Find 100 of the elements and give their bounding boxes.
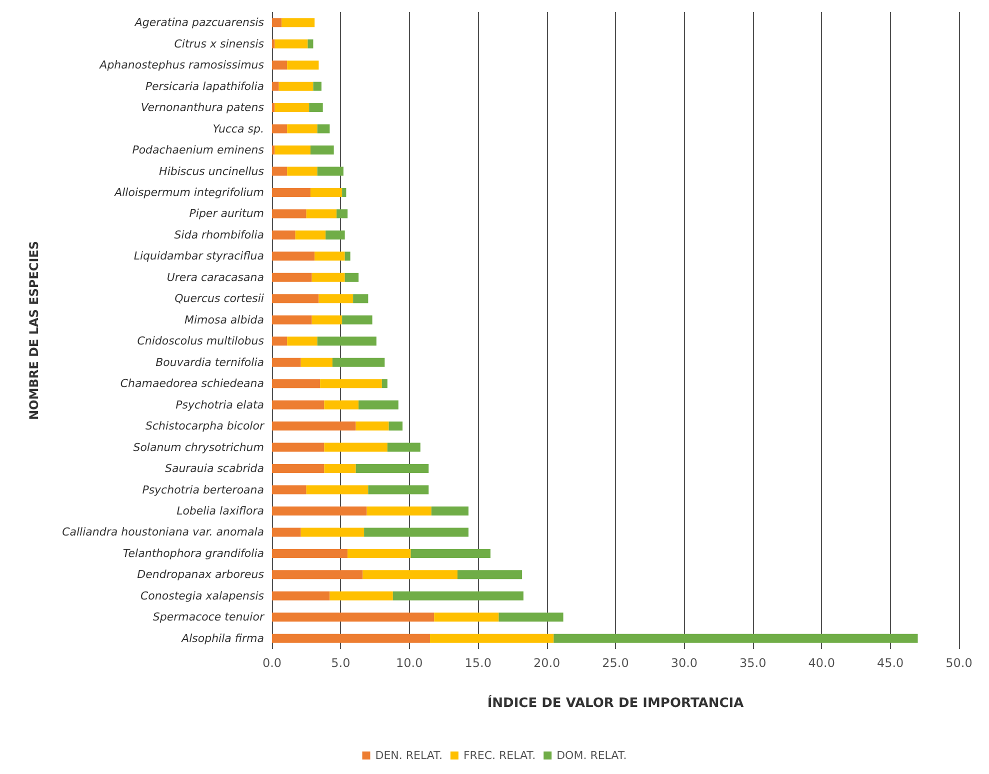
bar	[362, 570, 458, 580]
bar	[326, 230, 345, 240]
y-tick-label: Calliandra houstoniana var. anomala	[62, 526, 264, 539]
bar	[430, 634, 554, 643]
bar	[324, 400, 359, 410]
bar	[287, 336, 318, 346]
bar	[282, 18, 315, 28]
bar	[287, 166, 318, 176]
bar	[295, 230, 326, 240]
bar	[272, 422, 356, 431]
bar	[272, 358, 301, 367]
bar	[392, 591, 524, 600]
bar	[457, 570, 522, 580]
bar	[324, 442, 388, 452]
x-tick-label: 45.0	[876, 656, 904, 670]
bar	[317, 336, 376, 346]
y-tick-label: Citrus x sinensis	[174, 37, 264, 50]
bar	[306, 485, 368, 494]
y-tick-label: Vernonanthura patens	[140, 101, 264, 114]
y-tick-label: Mimosa albida	[184, 313, 264, 326]
bar	[272, 188, 310, 197]
bar	[272, 18, 282, 28]
y-tick-label: Conostegia xalapensis	[140, 589, 264, 602]
bar	[356, 422, 389, 431]
bar	[342, 188, 346, 197]
bar	[348, 548, 411, 558]
bar	[317, 166, 344, 176]
bar	[272, 548, 348, 558]
bar	[272, 166, 288, 176]
y-tick-label: Schistocarpha bicolor	[146, 420, 266, 433]
bar	[308, 39, 314, 48]
y-tick-label: Psychotria elata	[176, 398, 264, 412]
x-tick-label: 5.0	[331, 656, 350, 670]
bar	[324, 464, 356, 474]
bar	[272, 570, 363, 580]
y-tick-label: Alloispermum integrifolium	[114, 186, 264, 199]
bar	[313, 82, 322, 91]
bar	[434, 612, 499, 622]
bar	[272, 442, 324, 452]
bar	[272, 124, 288, 134]
y-tick-label: Aphanostephus ramosissimus	[98, 58, 264, 72]
x-tick-label: 0.0	[262, 656, 282, 670]
bar	[272, 485, 306, 494]
bar	[272, 146, 275, 155]
bar	[272, 336, 288, 346]
legend-label: DOM. RELAT.	[556, 749, 627, 762]
x-tick-label: 15.0	[464, 656, 492, 670]
bar	[312, 272, 345, 282]
bar	[272, 506, 367, 516]
x-tick-label: 25.0	[602, 656, 629, 670]
bar	[274, 146, 310, 155]
x-tick-label: 35.0	[740, 656, 766, 670]
bar	[310, 146, 334, 155]
bar	[272, 209, 306, 218]
bar	[272, 39, 275, 48]
y-tick-label: Podachaenium eminens	[132, 144, 264, 157]
y-tick-label: Sida rhombifolia	[174, 228, 264, 242]
bar	[353, 294, 368, 304]
bar	[306, 209, 337, 218]
y-tick-label: Saurauia scabrida	[164, 462, 264, 476]
bar	[332, 358, 385, 367]
y-tick-label: Ageratina pazcuarensis	[134, 16, 264, 30]
y-tick-label: Chamaedorea schiedeana	[120, 377, 264, 390]
bar	[272, 230, 296, 240]
y-tick-label: Urera caracasana	[166, 270, 264, 284]
bar	[498, 612, 564, 622]
x-tick-label: 10.0	[396, 656, 423, 670]
bar	[274, 39, 308, 48]
y-tick-label: Yucca sp.	[212, 122, 264, 136]
y-tick-label: Hibiscus uncinellus	[159, 164, 264, 178]
bar	[312, 315, 342, 324]
bar	[554, 634, 918, 643]
bar	[368, 485, 429, 494]
legend-label: FREC. RELAT.	[463, 749, 536, 762]
bar	[388, 422, 403, 431]
bar	[272, 591, 330, 600]
bar	[272, 82, 279, 91]
y-axis-title: NOMBRE DE LAS ESPECIES	[27, 241, 41, 420]
bar	[274, 103, 310, 112]
bar	[410, 548, 490, 558]
y-tick-label: Piper auritum	[189, 207, 264, 220]
y-tick-label: Quercus cortesii	[174, 292, 264, 306]
bar	[320, 379, 382, 388]
bar	[382, 379, 388, 388]
legend-label: DEN. RELAT.	[375, 749, 442, 762]
bar	[272, 252, 315, 261]
bar	[272, 464, 324, 474]
y-tick-label: Psychotria berteroana	[142, 483, 264, 496]
x-axis-title: ÍNDICE DE VALOR DE IMPORTANCIA	[487, 694, 744, 711]
x-tick-label: 50.0	[946, 656, 972, 670]
y-tick-label: Dendropanax arboreus	[137, 568, 264, 582]
bar	[287, 124, 318, 134]
bar	[314, 252, 345, 261]
bar	[387, 442, 420, 452]
bar	[272, 379, 320, 388]
y-tick-label: Lobelia laxiflora	[176, 504, 264, 518]
y-tick-label: Telanthophora grandifolia	[122, 546, 264, 560]
y-tick-label: Spermacoce tenuior	[152, 610, 266, 624]
bar	[300, 358, 332, 367]
bar	[272, 528, 301, 537]
